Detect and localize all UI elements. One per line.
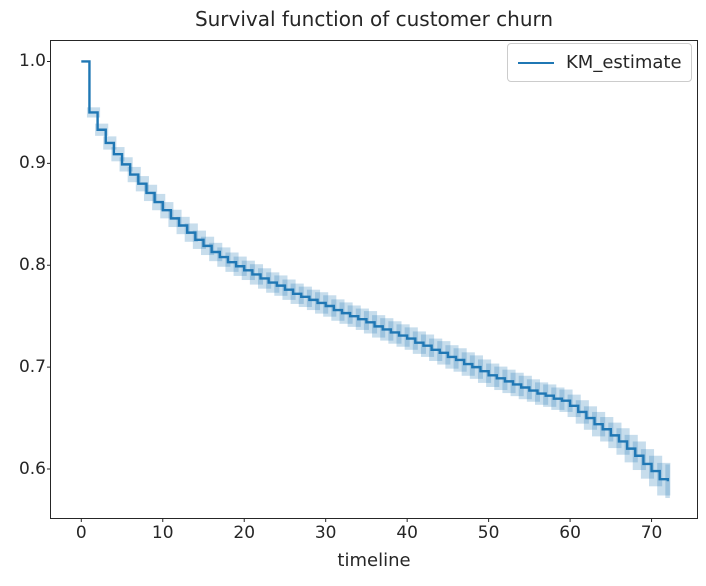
y-tick-label: 0.6 [18, 458, 46, 479]
x-tick-label: 60 [559, 523, 581, 543]
confidence-band [86, 107, 671, 499]
x-tick-label: 20 [233, 523, 256, 543]
x-tick-label: 0 [75, 523, 87, 543]
y-tick-label: 1.0 [18, 51, 46, 72]
y-tick-label: 0.9 [18, 153, 46, 174]
y-tick-label: 0.7 [18, 357, 46, 378]
legend-line-sample [518, 61, 554, 64]
x-tick-label: 30 [314, 523, 337, 543]
x-tick-label: 70 [640, 523, 663, 543]
legend-entry-label: KM_estimate [566, 52, 682, 73]
y-tick-label: 0.8 [18, 255, 46, 276]
axes-frame [50, 40, 698, 519]
x-axis-label: timeline [337, 550, 411, 571]
x-tick-label: 40 [396, 523, 418, 543]
x-tick-label: 50 [477, 523, 500, 543]
chart-title: Survival function of customer churn [194, 7, 554, 31]
km-curve [81, 60, 670, 482]
legend: KM_estimate [507, 43, 692, 82]
x-tick-label: 10 [151, 523, 174, 543]
